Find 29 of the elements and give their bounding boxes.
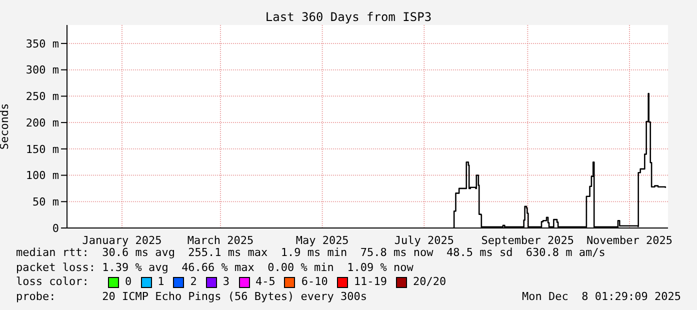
text: 1 [156,275,164,290]
text: 6-10 [300,275,328,290]
x-tick-label: July 2025 [394,234,454,247]
y-tick-label: 100 m [26,169,60,182]
text: loss color: [16,275,90,290]
text: median rtt: 30.6 ms avg 255.1 ms max 1.9 ms min 75.8 ms now 48.5 ms sd 630.8 m am/s [16,246,606,260]
y-tick-label: 350 m [26,37,60,50]
text: 3 [222,275,230,290]
text: 11-19 [352,275,387,290]
x-tick-label: May 2025 [296,234,349,247]
x-tick-label: March 2025 [187,234,254,247]
text: 2 [189,275,197,290]
y-tick-label: 200 m [26,116,60,130]
x-tick-label: November 2025 [586,234,673,247]
y-tick-label: 150 m [26,142,60,156]
text: Mon Dec 8 01:29:09 2025 [522,290,681,302]
y-axis-title: Seconds [0,103,11,150]
y-tick-label: 250 m [26,90,60,104]
y-tick-label: 0 [52,222,59,235]
text: 20/20 [412,275,446,290]
text: probe: 20 ICMP Echo Pings (56 Bytes) every 300s [16,290,367,302]
y-tick-label: 50 m [32,196,60,209]
text: packet loss: 1.39 % avg 46.66 % max 0.00 % min 1.09 % now [16,260,414,275]
text: 4-5 [254,275,276,290]
chart-title: Last 360 Days from ISP3 [264,10,433,24]
x-tick-label: September 2025 [481,234,574,247]
y-tick-label: 300 m [26,64,60,77]
x-tick-label: January 2025 [82,234,162,247]
text: 0 [124,275,132,290]
